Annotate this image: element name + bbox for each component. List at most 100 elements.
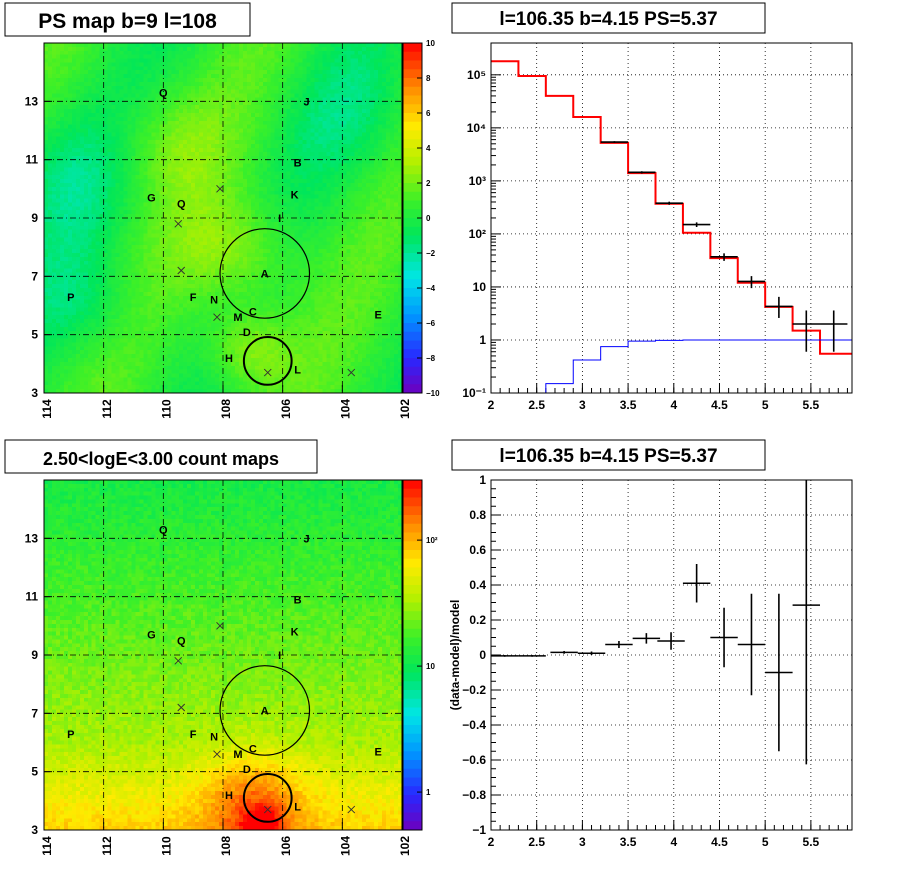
y-tick-label: 3 bbox=[31, 823, 38, 837]
y-tick-label: −0.4 bbox=[462, 718, 486, 732]
source-label: H bbox=[225, 790, 233, 802]
x-tick-label: 3 bbox=[579, 835, 586, 849]
colorbar-tick-label: 6 bbox=[426, 109, 431, 118]
x-tick-label: 5.5 bbox=[803, 398, 820, 412]
colorbar-segment bbox=[403, 480, 422, 490]
y-tick-label: 0.6 bbox=[469, 543, 486, 557]
source-label: Q bbox=[159, 88, 168, 100]
data-point bbox=[628, 171, 656, 174]
y-tick-label: −0.2 bbox=[462, 683, 486, 697]
colorbar-segment bbox=[403, 104, 422, 114]
source-label: N bbox=[210, 295, 218, 307]
x-tick-label: 114 bbox=[40, 399, 54, 419]
source-label: K bbox=[291, 627, 299, 639]
source-cross-marker bbox=[347, 805, 356, 814]
source-label: M bbox=[233, 749, 242, 761]
colorbar-segment bbox=[403, 707, 422, 717]
colorbar-segment bbox=[403, 768, 422, 778]
colorbar-frame bbox=[402, 479, 423, 831]
colorbar-segment bbox=[403, 366, 422, 376]
colorbar-segment bbox=[403, 235, 422, 245]
data-point bbox=[737, 593, 766, 696]
source-cross-marker bbox=[347, 368, 356, 377]
y-tick-label: 0.4 bbox=[469, 578, 486, 592]
x-tick-label: 112 bbox=[100, 399, 114, 419]
source-label: K bbox=[291, 190, 299, 202]
source-label: F bbox=[190, 292, 197, 304]
colorbar-segment bbox=[403, 690, 422, 700]
colorbar-segment bbox=[403, 725, 422, 735]
colorbar-segment bbox=[403, 358, 422, 368]
heatmap-cells bbox=[44, 43, 403, 394]
colorbar-segment bbox=[403, 200, 422, 210]
data-point bbox=[577, 651, 606, 655]
chart-title: l=106.35 b=4.15 PS=5.37 bbox=[499, 446, 717, 467]
source-label: J bbox=[303, 533, 309, 545]
y-tick-label: 9 bbox=[31, 648, 38, 662]
data-point bbox=[792, 480, 821, 765]
source-label: L bbox=[294, 802, 301, 814]
title-frame bbox=[4, 439, 318, 474]
x-tick-label: 112 bbox=[100, 836, 114, 856]
colorbar-segment bbox=[403, 655, 422, 665]
source-label: A bbox=[261, 705, 269, 717]
colorbar-tick-label: −4 bbox=[426, 284, 436, 293]
colorbar-segment bbox=[403, 279, 422, 289]
data-point bbox=[605, 641, 633, 648]
x-tick-label: 102 bbox=[398, 399, 412, 419]
data-point bbox=[632, 633, 661, 644]
y-tick-label: 1 bbox=[479, 333, 486, 347]
colorbar-segment bbox=[403, 51, 422, 61]
y-axis-label: (data-model)/model bbox=[448, 600, 462, 711]
colorbar-segment bbox=[403, 488, 422, 498]
y-tick-label: 3 bbox=[31, 386, 38, 400]
y-tick-label: −1 bbox=[472, 823, 486, 837]
colorbar-segment bbox=[403, 742, 422, 752]
source-circle bbox=[242, 773, 293, 823]
residual-panel: 2 2.5 3 3.5 4 4.5 5 5.5 1 0.8 0.6 0.4 0.2 0 −0.2 −0.4 −0… bbox=[448, 473, 853, 849]
x-tick-label: 106 bbox=[279, 399, 293, 419]
source-label: J bbox=[303, 96, 309, 108]
colorbar-tick-label: 1 bbox=[426, 788, 431, 797]
x-tick-label: 3.5 bbox=[620, 835, 637, 849]
source-label: H bbox=[225, 353, 233, 365]
x-tick-label: 108 bbox=[219, 399, 233, 419]
data-point bbox=[550, 650, 578, 654]
y-tick-label: 10⁴ bbox=[467, 121, 486, 135]
x-tick-label: 4.5 bbox=[711, 398, 728, 412]
y-tick-label: 10² bbox=[469, 227, 486, 241]
colorbar-segment bbox=[403, 121, 422, 131]
source-cross-marker bbox=[177, 703, 186, 712]
colorbar-segment bbox=[403, 130, 422, 140]
title-frame bbox=[451, 439, 766, 471]
colorbar-segment bbox=[403, 532, 422, 542]
source-label: G bbox=[147, 193, 156, 205]
chart-title: 2.50<logE<3.00 count maps bbox=[43, 449, 279, 469]
x-tick-label: 106 bbox=[279, 836, 293, 856]
colorbar-segment bbox=[403, 593, 422, 603]
y-tick-label: 13 bbox=[25, 94, 39, 108]
x-tick-label: 104 bbox=[339, 399, 353, 419]
colorbar-segment bbox=[403, 139, 422, 149]
colorbar-tick-label: −2 bbox=[426, 249, 436, 258]
x-tick-label: 5 bbox=[762, 835, 769, 849]
colorbar-segment bbox=[403, 349, 422, 359]
y-tick-label: 5 bbox=[31, 328, 38, 342]
x-tick-label: 102 bbox=[398, 836, 412, 856]
y-tick-label: 0.8 bbox=[469, 508, 486, 522]
x-tick-label: 5.5 bbox=[803, 835, 820, 849]
source-label: D bbox=[243, 764, 251, 776]
data-point bbox=[518, 655, 546, 657]
chart-title: l=106.35 b=4.15 PS=5.37 bbox=[499, 9, 717, 30]
colorbar-segment bbox=[403, 602, 422, 612]
data-point bbox=[792, 310, 821, 352]
colorbar-segment bbox=[403, 812, 422, 822]
colorbar-segment bbox=[403, 323, 422, 333]
colorbar-segment bbox=[403, 253, 422, 263]
source-label: I bbox=[278, 213, 281, 225]
colorbar-segment bbox=[403, 384, 422, 394]
source-label: E bbox=[374, 746, 381, 758]
y-tick-label: −0.6 bbox=[462, 753, 486, 767]
